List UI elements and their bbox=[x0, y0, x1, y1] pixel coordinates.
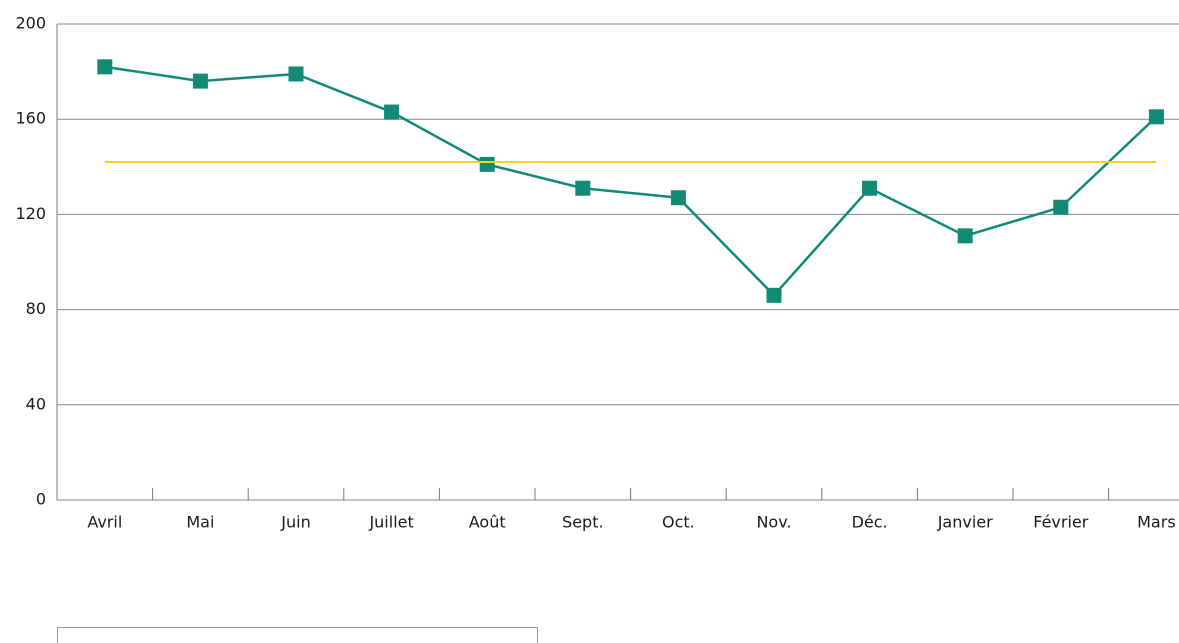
y-tick-label: 160 bbox=[15, 109, 46, 128]
y-tick-label: 200 bbox=[15, 14, 46, 33]
legend-label: Cumulatif bbox=[167, 641, 245, 643]
point-marker bbox=[1053, 199, 1069, 215]
x-tick-label: Mars bbox=[1137, 513, 1176, 532]
point-marker bbox=[957, 228, 973, 244]
point-marker bbox=[192, 73, 208, 89]
point-marker bbox=[97, 59, 113, 75]
point-marker bbox=[288, 66, 304, 82]
series-line bbox=[104, 65, 1158, 298]
x-tick-label: Nov. bbox=[756, 513, 791, 532]
x-tick-label: Juillet bbox=[368, 513, 413, 532]
x-tick-label: Janvier bbox=[937, 513, 993, 532]
x-tick-label: Sept. bbox=[562, 513, 604, 532]
point-marker bbox=[384, 104, 400, 120]
y-tick-label: 0 bbox=[36, 490, 46, 509]
x-tick-label: Oct. bbox=[662, 513, 695, 532]
x-tick-label: Déc. bbox=[852, 513, 888, 532]
point-marker bbox=[670, 190, 686, 206]
x-tick-label: Juin bbox=[280, 513, 310, 532]
point-marker bbox=[766, 287, 782, 303]
legend-label: Moyenne bbox=[408, 641, 481, 643]
point-marker bbox=[862, 180, 878, 196]
legend-box bbox=[57, 627, 538, 643]
y-tick-label: 80 bbox=[26, 299, 46, 318]
x-tick-label: Février bbox=[1033, 513, 1089, 532]
y-tick-label: 40 bbox=[26, 394, 46, 413]
y-tick-label: 120 bbox=[15, 204, 46, 223]
x-tick-label: Avril bbox=[87, 513, 122, 532]
point-marker bbox=[479, 156, 495, 172]
x-tick-label: Août bbox=[469, 513, 506, 532]
point-marker bbox=[575, 180, 591, 196]
x-tick-label: Mai bbox=[186, 513, 214, 532]
point-marker bbox=[1148, 109, 1164, 125]
